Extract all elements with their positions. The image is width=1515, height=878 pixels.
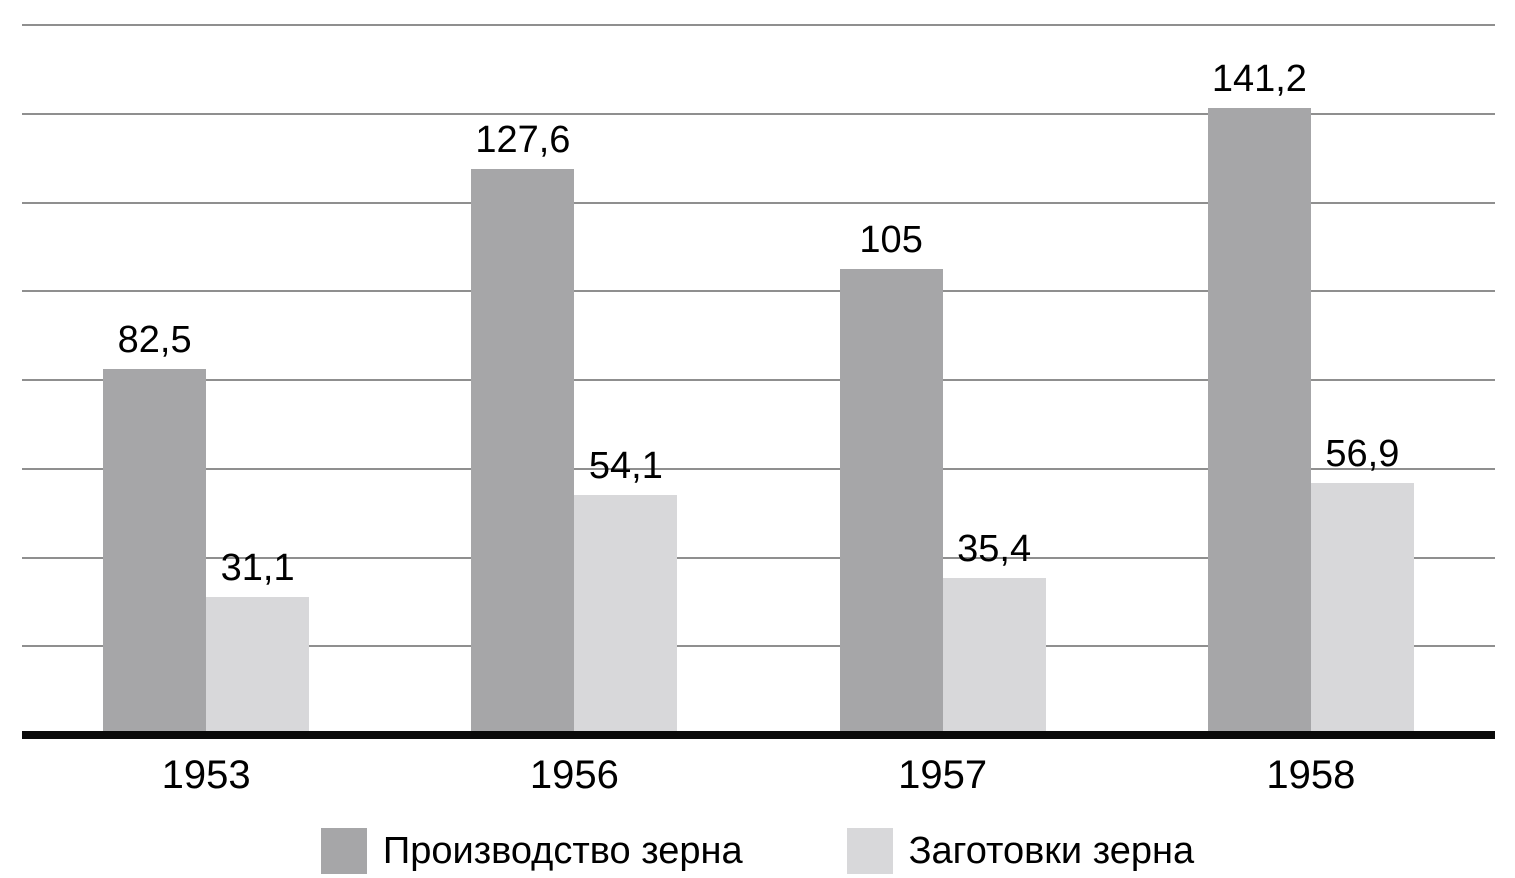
gridline-100: [22, 290, 1495, 293]
bar-series0-1958: 141,2: [1207, 60, 1311, 735]
x-axis-baseline: [22, 731, 1495, 739]
x-axis: 1953 1956 1957 1958: [22, 739, 1495, 795]
bar-series1-1956: 54,1: [574, 447, 678, 735]
gridline-140: [22, 112, 1495, 115]
gridline-120: [22, 201, 1495, 204]
bar-group-1958: 141,2 56,9: [1127, 25, 1495, 735]
bar-value-label-series0-1953: 82,5: [117, 318, 192, 361]
bar-series1-1958: 56,9: [1310, 435, 1414, 735]
legend-swatch-procurement: [846, 828, 893, 874]
bar-series1-1953: 31,1: [206, 549, 310, 735]
x-axis-label-1953: 1953: [161, 753, 251, 797]
gridline-80: [22, 379, 1495, 381]
bar-value-label-series1-1958: 56,9: [1325, 432, 1400, 475]
bar-group-1956: 127,6 54,1: [390, 25, 758, 735]
bar-value-label-series1-1957: 35,4: [957, 527, 1032, 570]
bar-series0-1957: 105: [839, 221, 943, 735]
plot-area: 82,5 31,1 127,6 54,1 105 35,4 141,2 56,9: [22, 24, 1495, 739]
gridline-160: [22, 24, 1495, 26]
bar-value-label-series0-1958: 141,2: [1211, 58, 1307, 101]
bar-series1-1957: 35,4: [942, 530, 1046, 735]
legend: Производство зерна Заготовки зерна: [0, 828, 1515, 874]
x-axis-label-1957: 1957: [898, 753, 988, 797]
gridline-40: [22, 556, 1495, 559]
bar-value-label-series0-1957: 105: [859, 219, 923, 262]
legend-item-procurement: Заготовки зерна: [846, 828, 1195, 874]
bar-series0-1953: 82,5: [103, 321, 207, 735]
bar-series0-1956: 127,6: [471, 121, 575, 735]
bars-row: 82,5 31,1 127,6 54,1 105 35,4 141,2 56,9: [22, 25, 1495, 735]
bar-value-label-series1-1956: 54,1: [588, 444, 663, 487]
x-axis-label-1956: 1956: [529, 753, 619, 797]
legend-label-production: Производство зерна: [382, 830, 743, 872]
bar-group-1957: 105 35,4: [759, 25, 1127, 735]
x-axis-label-1958: 1958: [1266, 753, 1356, 797]
legend-label-procurement: Заготовки зерна: [908, 830, 1195, 872]
legend-swatch-production: [320, 828, 367, 874]
legend-item-production: Производство зерна: [320, 828, 743, 874]
bar-group-1953: 82,5 31,1: [22, 25, 390, 735]
gridline-20: [22, 645, 1495, 648]
bar-value-label-series0-1956: 127,6: [475, 118, 571, 161]
gridline-60: [22, 467, 1495, 470]
bar-value-label-series1-1953: 31,1: [220, 547, 295, 589]
